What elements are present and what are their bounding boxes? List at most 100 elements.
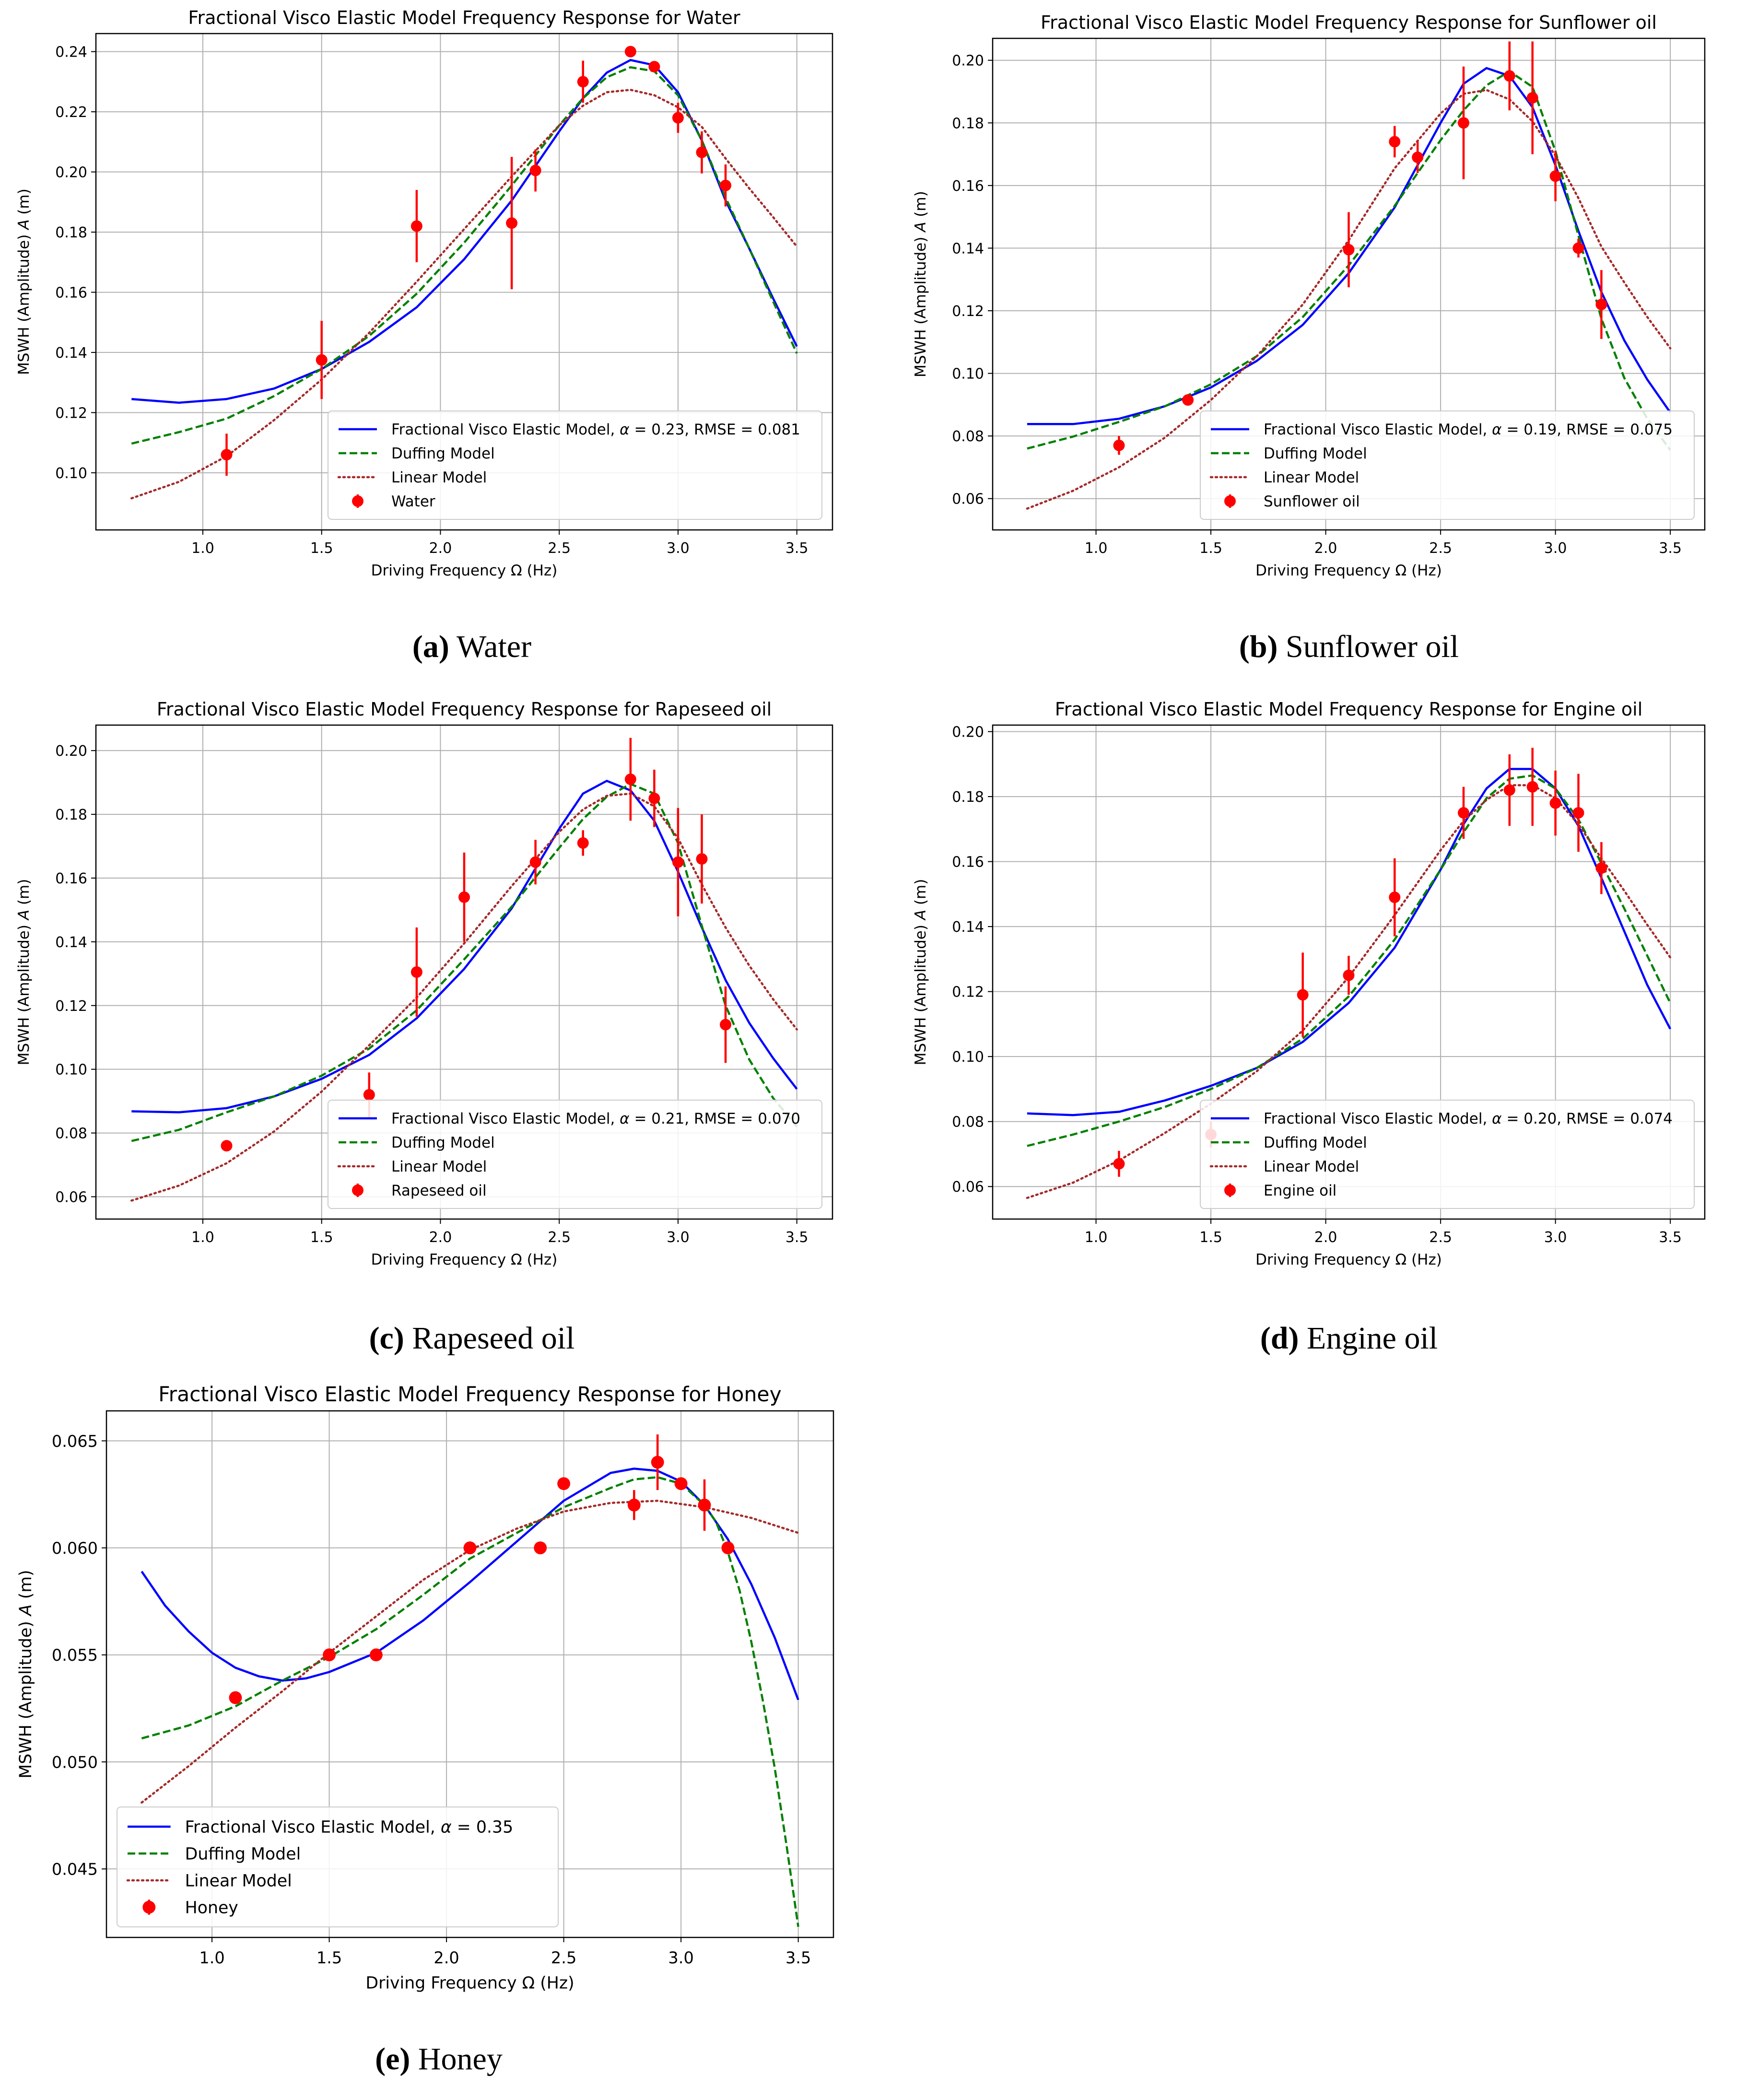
legend-entry: Fractional Visco Elastic Model, α = 0.35 xyxy=(185,1818,514,1837)
axes-frame xyxy=(95,33,833,531)
data-point xyxy=(363,1089,375,1101)
subfigure-caption: (e) Honey xyxy=(375,2041,503,2077)
data-point xyxy=(577,837,589,849)
data-point xyxy=(316,354,328,366)
legend-handle-marker xyxy=(352,1185,363,1196)
legend: Fractional Visco Elastic Model, α = 0.35… xyxy=(117,1807,559,1927)
subfigure-caption: (a) Water xyxy=(412,629,531,664)
legend-entry: Fractional Visco Elastic Model, α = 0.21… xyxy=(391,1110,800,1127)
data-point xyxy=(1389,892,1401,903)
x-tick-label: 3.5 xyxy=(1659,540,1682,557)
caption-tag: (d) xyxy=(1260,1321,1299,1356)
data-point xyxy=(1503,784,1515,796)
data-point xyxy=(1549,797,1561,809)
subfigure-caption: (c) Rapeseed oil xyxy=(369,1321,575,1356)
legend-box xyxy=(328,1100,822,1209)
data-point xyxy=(534,1541,547,1555)
data-point xyxy=(529,164,541,176)
caption-text: Engine oil xyxy=(1299,1321,1438,1356)
legend-handle-marker xyxy=(1224,495,1236,507)
linear-model-line xyxy=(1026,784,1672,1199)
y-axis-label: MSWH (Amplitude) A (m) xyxy=(912,879,929,1066)
data-point xyxy=(721,1541,735,1555)
legend: Fractional Visco Elastic Model, α = 0.23… xyxy=(328,411,822,520)
x-tick-label: 2.5 xyxy=(1429,540,1452,557)
fractional-model-line xyxy=(131,780,798,1114)
legend-box xyxy=(328,411,822,520)
legend-box xyxy=(1200,411,1695,520)
y-tick-label: 0.12 xyxy=(952,984,984,1001)
y-tick-label: 0.08 xyxy=(55,1126,87,1142)
legend-entry: Water xyxy=(391,493,435,510)
plot-area xyxy=(141,1434,799,1927)
data-point xyxy=(369,1648,383,1662)
caption-text: Water xyxy=(449,629,531,664)
chart-2: 1.0 1.5 2.0 2.5 3.0 3.5 0.06 0.08 0.10 0.12 0.14 0.… xyxy=(912,12,1706,664)
y-tick-label: 0.16 xyxy=(55,284,87,301)
legend-entry: Linear Model xyxy=(185,1871,292,1890)
legend-entry: Linear Model xyxy=(1264,469,1359,486)
y-tick-label: 0.12 xyxy=(952,303,984,320)
data-point xyxy=(696,853,708,865)
data-point xyxy=(1343,969,1355,981)
chart-4: 1.0 1.5 2.0 2.5 3.0 3.5 0.06 0.08 0.10 0.12 0.14 0.… xyxy=(912,699,1706,1356)
chart-5: 1.0 1.5 2.0 2.5 3.0 3.5 0.045 0.050 0.055 0.060 0.… xyxy=(16,1383,834,2077)
y-tick-label: 0.14 xyxy=(952,240,984,257)
x-tick-label: 1.0 xyxy=(191,1229,214,1246)
y-tick-label: 0.10 xyxy=(952,1049,984,1066)
x-tick-label: 1.5 xyxy=(316,1948,342,1967)
data-point xyxy=(1595,862,1607,874)
x-tick-label: 2.0 xyxy=(429,1229,452,1246)
chart-3: 1.0 1.5 2.0 2.5 3.0 3.5 0.06 0.08 0.10 0.12 0.14 0.… xyxy=(15,699,833,1356)
x-tick-label: 1.0 xyxy=(1085,540,1108,557)
linear-model-line xyxy=(1026,89,1672,510)
data-point xyxy=(1182,394,1194,406)
data-point xyxy=(1458,807,1470,819)
x-tick-label: 3.5 xyxy=(1659,1229,1682,1246)
x-tick-label: 2.0 xyxy=(1314,1229,1337,1246)
axes-frame xyxy=(992,37,1706,531)
x-tick-label: 3.5 xyxy=(785,1229,809,1246)
data-point xyxy=(506,217,518,229)
legend-entry: Sunflower oil xyxy=(1264,493,1360,510)
data-point xyxy=(557,1477,571,1490)
x-tick-label: 1.5 xyxy=(1199,1229,1222,1246)
x-tick-label: 3.0 xyxy=(668,1948,693,1967)
x-tick-label: 3.0 xyxy=(667,1229,690,1246)
data-point xyxy=(720,1019,732,1031)
data-point xyxy=(529,856,541,868)
linear-model-line xyxy=(130,792,798,1202)
x-tick-label: 3.0 xyxy=(667,540,690,557)
chart-title: Fractional Visco Elastic Model Frequency… xyxy=(157,699,772,720)
y-tick-label: 0.20 xyxy=(952,724,984,741)
y-axis-label: MSWH (Amplitude) A (m) xyxy=(16,1570,35,1778)
legend-box xyxy=(117,1807,559,1927)
x-tick-label: 3.5 xyxy=(785,1948,811,1967)
legend-entry: Duffing Model xyxy=(1264,445,1367,462)
axes-frame xyxy=(105,1410,834,1938)
caption-text: Honey xyxy=(410,2041,502,2077)
caption-tag: (a) xyxy=(412,629,449,664)
y-tick-label: 0.20 xyxy=(952,53,984,70)
legend-entry: Rapeseed oil xyxy=(391,1182,487,1199)
data-point xyxy=(410,220,422,232)
x-tick-label: 1.5 xyxy=(1199,540,1222,557)
y-tick-label: 0.050 xyxy=(52,1753,98,1772)
y-tick-label: 0.18 xyxy=(55,224,87,241)
data-point xyxy=(1412,152,1424,164)
y-tick-label: 0.06 xyxy=(952,491,984,508)
data-point xyxy=(648,792,660,804)
duffing-model-line xyxy=(131,66,798,445)
y-tick-label: 0.10 xyxy=(55,1062,87,1079)
x-tick-label: 2.5 xyxy=(548,1229,571,1246)
data-point xyxy=(323,1648,336,1662)
data-point xyxy=(1389,136,1401,148)
legend-entry: Duffing Model xyxy=(1264,1134,1367,1151)
x-tick-label: 1.0 xyxy=(199,1948,224,1967)
x-axis-label: Driving Frequency Ω (Hz) xyxy=(1255,562,1442,579)
legend: Fractional Visco Elastic Model, α = 0.20… xyxy=(1200,1100,1695,1209)
legend-box xyxy=(1200,1100,1695,1209)
legend-handle-marker xyxy=(142,1901,156,1914)
y-tick-label: 0.24 xyxy=(55,44,87,61)
x-tick-label: 2.0 xyxy=(1314,540,1337,557)
